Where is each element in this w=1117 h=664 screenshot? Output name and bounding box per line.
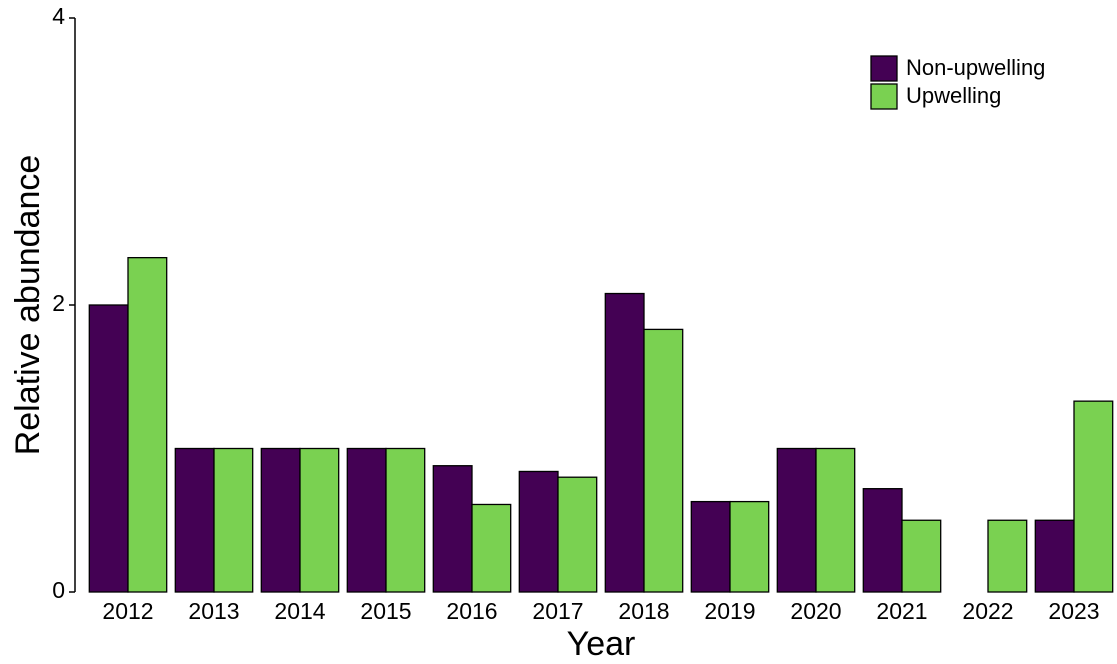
x-tick-label: 2013 [188, 598, 239, 624]
x-tick-label: 2022 [962, 598, 1013, 624]
bar [518, 470, 559, 593]
bar [862, 488, 903, 593]
bar [432, 465, 473, 593]
bar [604, 292, 645, 593]
bar [127, 256, 168, 593]
x-tick-label: 2016 [446, 598, 497, 624]
x-tick-label: 2018 [618, 598, 669, 624]
x-tick-label: 2012 [102, 598, 153, 624]
x-tick-label: 2017 [532, 598, 583, 624]
bar [174, 447, 215, 593]
x-tick-label: 2020 [790, 598, 841, 624]
legend-swatch [870, 83, 898, 110]
bar [557, 476, 598, 593]
x-tick-label: 2021 [876, 598, 927, 624]
bar [776, 447, 817, 593]
x-tick-label: 2023 [1048, 598, 1099, 624]
x-axis-title: Year [567, 625, 636, 663]
y-tick-label: 0 [52, 577, 65, 603]
x-tick-label: 2015 [360, 598, 411, 624]
bar [299, 447, 340, 593]
bar [815, 447, 856, 593]
legend-label: Upwelling [906, 83, 1001, 108]
bar [471, 503, 512, 593]
x-tick-label: 2019 [704, 598, 755, 624]
bar [385, 447, 426, 593]
bar [1034, 519, 1075, 593]
bar [1073, 400, 1114, 593]
legend-swatch [870, 55, 898, 82]
bar [213, 447, 254, 593]
legend-label: Non-upwelling [906, 55, 1045, 80]
bar [88, 304, 129, 593]
bar [729, 500, 770, 593]
y-tick-label: 2 [52, 290, 65, 316]
bar [901, 519, 942, 593]
x-tick-label: 2014 [274, 598, 325, 624]
bar [987, 519, 1028, 593]
y-tick-label: 4 [52, 3, 65, 29]
bar [346, 447, 387, 593]
y-axis-title: Relative abundance [9, 155, 47, 456]
bar [690, 500, 731, 593]
bar [643, 328, 684, 593]
bar [260, 447, 301, 593]
